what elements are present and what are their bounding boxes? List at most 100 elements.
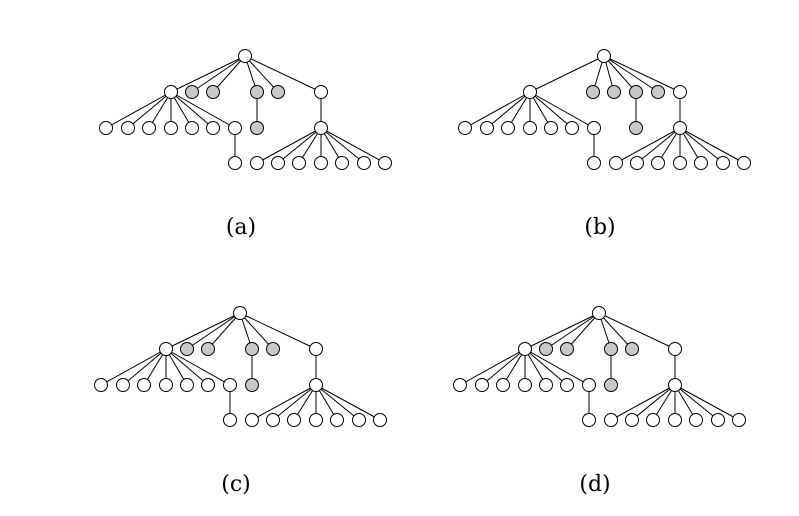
node-layer: [99, 49, 392, 170]
tree-edge: [320, 127, 365, 164]
tree-edge: [239, 312, 274, 350]
tree-node-white: [164, 85, 178, 99]
tree-edge: [207, 312, 241, 350]
tree-node-white: [99, 121, 113, 135]
tree-edge: [277, 127, 322, 164]
tree-edge: [566, 312, 600, 350]
tree-edge: [191, 55, 246, 93]
tree-edge: [165, 312, 241, 350]
tree-node-white: [116, 378, 130, 392]
tree-edge: [165, 348, 209, 386]
tree-node-white: [228, 156, 242, 170]
tree-node-white: [159, 342, 173, 356]
tree-node-white: [625, 413, 639, 427]
tree-node-white: [604, 413, 618, 427]
tree-node-white: [94, 378, 108, 392]
tree-edge: [524, 348, 590, 386]
tree-node-white: [292, 156, 306, 170]
tree-node-white: [673, 85, 687, 99]
tree-node-grey: [206, 85, 220, 99]
tree-node-grey: [250, 121, 264, 135]
tree-node-white: [496, 378, 510, 392]
caption-c: (c): [221, 472, 251, 497]
tree-edge: [545, 312, 600, 350]
tree-edge: [636, 127, 681, 164]
tree-edge: [524, 348, 568, 386]
tree-node-grey: [185, 85, 199, 99]
node-layer: [453, 306, 746, 427]
tree-node-white: [314, 85, 328, 99]
node-layer: [458, 49, 751, 170]
tree-node-white: [238, 49, 252, 63]
tree-node-white: [737, 156, 751, 170]
tree-node-white: [206, 121, 220, 135]
tree-node-grey: [539, 342, 553, 356]
tree-edge: [598, 312, 633, 350]
tree-node-white: [518, 378, 532, 392]
tree-node-white: [475, 378, 489, 392]
tree-node-white: [587, 121, 601, 135]
tree-edge: [459, 348, 526, 386]
tree-edge: [127, 91, 172, 129]
tree-edge: [186, 312, 241, 350]
tree-node-grey: [266, 342, 280, 356]
tree-edge: [170, 55, 246, 93]
tree-node-white: [335, 156, 349, 170]
tree-node-white: [518, 342, 532, 356]
tree-edge: [315, 384, 360, 421]
tree-edge: [100, 348, 167, 386]
tree-node-white: [180, 378, 194, 392]
tree-node-grey: [180, 342, 194, 356]
tree-edge: [507, 91, 531, 129]
tree-node-white: [271, 156, 285, 170]
tree-node-white: [142, 121, 156, 135]
tree-node-white: [592, 306, 606, 320]
tree-node-white: [609, 156, 623, 170]
tree-node-grey: [271, 85, 285, 99]
tree-edge: [315, 384, 381, 421]
tree-node-grey: [607, 85, 621, 99]
tree-node-white: [309, 342, 323, 356]
tree-node-white: [373, 413, 387, 427]
tree-node-white: [352, 413, 366, 427]
tree-node-white: [233, 306, 247, 320]
tree-node-white: [668, 413, 682, 427]
tree-node-white: [560, 378, 574, 392]
tree-node-grey: [245, 378, 259, 392]
tree-node-white: [223, 413, 237, 427]
tree-node-white: [523, 121, 537, 135]
edge-layer: [464, 55, 745, 164]
tree-edge: [679, 127, 745, 164]
tree-node-white: [673, 156, 687, 170]
tree-node-white: [732, 413, 746, 427]
tree-node-white: [228, 121, 242, 135]
tree-edge: [486, 91, 531, 129]
tree-edge: [529, 55, 605, 93]
edge-layer: [459, 312, 740, 421]
caption-d: (d): [579, 472, 610, 497]
tree-edge: [524, 312, 600, 350]
tree-edge: [320, 127, 386, 164]
caption-a: (a): [226, 215, 256, 240]
tree-node-white: [673, 121, 687, 135]
tree-edge: [170, 91, 236, 129]
tree-node-white: [159, 378, 173, 392]
tree-edge: [148, 91, 172, 129]
tree-node-white: [539, 378, 553, 392]
tree-node-white: [565, 121, 579, 135]
tree-node-grey: [629, 121, 643, 135]
tree-node-white: [668, 342, 682, 356]
tree-node-white: [668, 378, 682, 392]
tree-node-white: [330, 413, 344, 427]
tree-node-white: [501, 121, 515, 135]
panel-b: (b): [458, 49, 751, 240]
tree-edge: [603, 55, 637, 93]
tree-node-white: [121, 121, 135, 135]
tree-edge: [674, 384, 740, 421]
tree-edge: [631, 384, 676, 421]
tree-edge: [529, 91, 595, 129]
tree-node-white: [250, 156, 264, 170]
tree-node-white: [582, 413, 596, 427]
node-layer: [94, 306, 387, 427]
tree-node-grey: [651, 85, 665, 99]
